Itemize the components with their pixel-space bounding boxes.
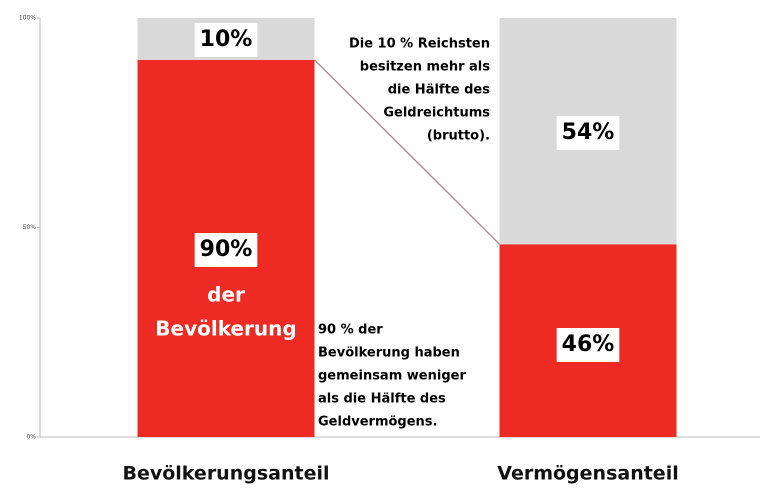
value-label: 46% <box>562 332 615 357</box>
annotation: besitzen mehr als <box>360 60 490 75</box>
y-tick-label: 50% <box>23 224 37 231</box>
connector <box>313 59 501 245</box>
annotation: gemeinsam weniger <box>318 369 466 384</box>
y-tick-label: 100% <box>19 15 36 22</box>
annotation: (brutto). <box>427 129 490 144</box>
value-label: 54% <box>562 120 615 145</box>
annotation: als die Hälfte des <box>318 392 446 407</box>
annotation: Bevölkerung haben <box>318 346 460 361</box>
value-label: 90% <box>200 237 253 262</box>
annotation: die Hälfte des <box>388 83 491 98</box>
y-tick-label: 0% <box>26 434 36 441</box>
value-label-bg <box>556 116 620 150</box>
x-tick-label: Vermögensanteil <box>497 463 678 485</box>
annotation: der <box>207 283 245 307</box>
annotation: Bevölkerung <box>155 317 296 341</box>
annotation: Geldreichtums <box>383 106 490 121</box>
value-label-bg <box>194 233 258 267</box>
annotation: 90 % der <box>318 323 383 338</box>
x-tick-label: Bevölkerungsanteil <box>122 463 329 485</box>
value-label-bg <box>556 328 620 362</box>
annotation: Die 10 % Reichsten <box>349 37 490 52</box>
value-label: 10% <box>200 27 253 52</box>
annotation: Geldvermögens. <box>318 415 437 430</box>
value-label-bg <box>194 23 258 57</box>
